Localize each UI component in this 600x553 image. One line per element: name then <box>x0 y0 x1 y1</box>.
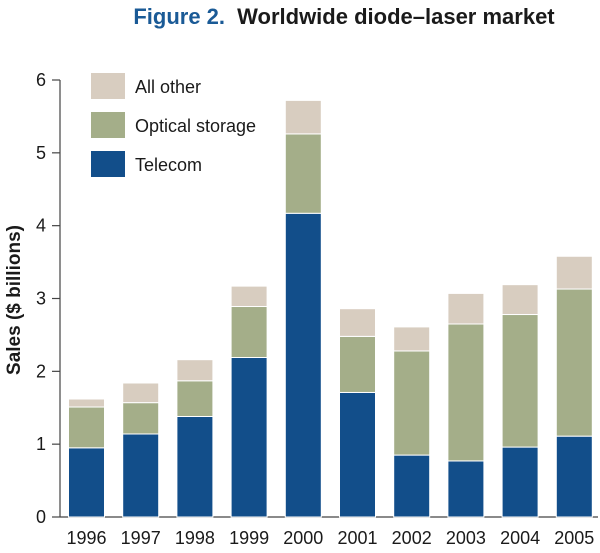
bar-telecom-2005 <box>555 435 593 518</box>
bar-optical-storage-2004 <box>501 314 539 448</box>
bar-all-other-1997 <box>122 382 160 404</box>
bar-telecom-2001 <box>339 391 376 518</box>
y-tick-label: 2 <box>36 361 46 381</box>
bar-optical-storage-2002 <box>393 350 431 456</box>
legend-swatch-telecom <box>91 151 125 177</box>
y-tick-label: 5 <box>36 143 46 163</box>
legend-label: All other <box>135 77 201 97</box>
bar-all-other-2000 <box>284 99 322 135</box>
bar-all-other-1998 <box>176 359 214 382</box>
y-tick-label: 1 <box>36 434 46 454</box>
legend-label: Telecom <box>135 155 202 175</box>
x-tick-label: 2003 <box>446 528 486 548</box>
y-tick-label: 4 <box>36 216 46 236</box>
bar-telecom-1996 <box>68 447 105 518</box>
legend-swatch-all-other <box>91 73 125 99</box>
x-tick-label: 1998 <box>175 528 215 548</box>
bar-all-other-1996 <box>68 398 105 408</box>
legend-label: Optical storage <box>135 116 256 136</box>
bar-optical-storage-1999 <box>230 306 268 358</box>
bar-all-other-2003 <box>447 292 485 325</box>
y-tick-label: 0 <box>36 507 46 527</box>
bar-optical-storage-2005 <box>555 288 593 437</box>
chart-title-prefix: Figure 2. <box>133 4 225 29</box>
bar-all-other-2004 <box>501 284 539 316</box>
bars <box>68 99 593 518</box>
bar-optical-storage-1998 <box>176 380 214 417</box>
x-tick-label: 1997 <box>121 528 161 548</box>
bar-optical-storage-1997 <box>122 402 160 435</box>
x-tick-label: 2004 <box>500 528 540 548</box>
x-tick-label: 1996 <box>66 528 106 548</box>
x-tick-label: 1999 <box>229 528 269 548</box>
bar-telecom-2000 <box>284 212 322 518</box>
bar-optical-storage-2001 <box>339 335 376 393</box>
bar-telecom-1998 <box>176 415 214 518</box>
chart-title: Figure 2. Worldwide diode–laser market <box>133 4 555 29</box>
y-tick-label: 3 <box>36 289 46 309</box>
bar-telecom-2002 <box>393 454 431 518</box>
bar-telecom-1999 <box>230 356 268 518</box>
x-tick-labels: 1996 1997 1998 1999 2000 2001 2002 2003 2004 2005 <box>66 528 594 548</box>
y-tick-label: 6 <box>36 70 46 90</box>
legend: All other Optical storage Telecom <box>91 73 256 177</box>
x-tick-label: 2001 <box>337 528 377 548</box>
y-axis-label: Sales ($ billions) <box>4 225 25 375</box>
bar-all-other-2002 <box>393 326 431 352</box>
x-tick-label: 2005 <box>554 528 594 548</box>
x-tick-label: 2000 <box>283 528 323 548</box>
x-tick-label: 2002 <box>392 528 432 548</box>
bar-optical-storage-1996 <box>68 406 105 449</box>
bar-all-other-2005 <box>555 255 593 290</box>
bar-telecom-2004 <box>501 446 539 518</box>
bar-optical-storage-2000 <box>284 133 322 214</box>
bar-all-other-1999 <box>230 285 268 308</box>
bar-telecom-1997 <box>122 433 160 518</box>
bar-all-other-2001 <box>339 308 376 337</box>
bar-telecom-2003 <box>447 460 485 518</box>
legend-swatch-optical-storage <box>91 112 125 138</box>
chart-title-text: Worldwide diode–laser market <box>237 4 555 29</box>
bar-optical-storage-2003 <box>447 323 485 462</box>
